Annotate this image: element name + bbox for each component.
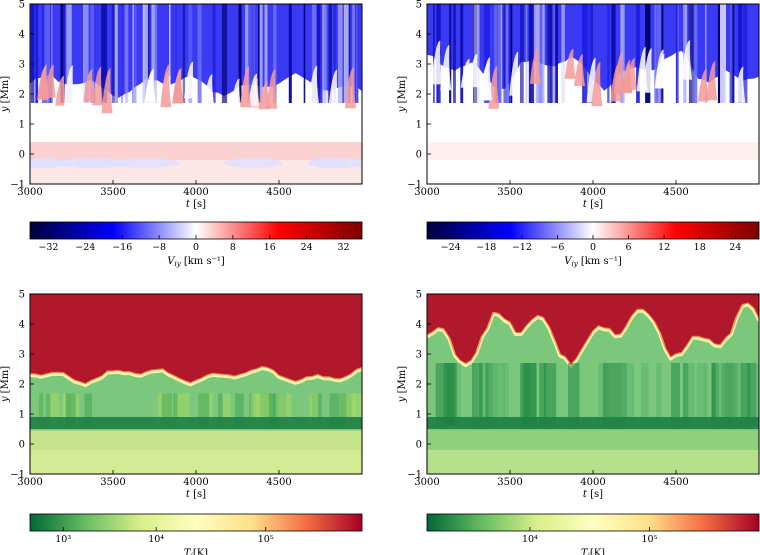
colorbar-tick-label: −16 [112,242,132,253]
y-tick-label: −1 [407,180,422,191]
x-tick-label: 4000 [183,477,208,488]
y-tick-label: 2 [19,380,25,391]
x-axis-label: t [s] [583,199,603,210]
colorbar-tick-label: −24 [75,242,95,253]
y-tick-label: −1 [10,470,25,481]
y-tick-label: 1 [19,120,25,131]
colorbar-tick-label: −32 [38,242,58,253]
y-tick-label: −1 [407,470,422,481]
y-tick-label: 1 [19,410,25,421]
x-axis-label: t [s] [583,489,603,500]
x-tick-label: 4500 [663,187,688,198]
colorbar-tick-label: 8 [230,242,236,253]
y-axis-label: y [Mm] [0,366,11,403]
y-tick-label: 1 [416,410,422,421]
colorbar-tick-label: −18 [476,242,496,253]
x-tick-label: 4000 [580,477,605,488]
x-tick-label: 3500 [100,187,125,198]
colorbar-tick-label: 18 [694,242,706,253]
y-tick-label: 0 [416,150,422,161]
colorbar-tick-label: 10³ [55,534,71,545]
colorbar-label: Ti[K] [184,548,208,555]
chart-panel-1: 3000 3500 4000 4500 −1 0 1 2 3 4 5 t [s] y [Mm] −32 −2… [0,0,363,268]
chart-panel-4: 3000 3500 4000 4500 −1 0 1 2 3 4 5 t [s] y [Mm] 10⁴ 10… [397,290,760,555]
y-tick-label: −1 [10,180,25,191]
x-axis-label: t [s] [186,489,206,500]
y-tick-label: 3 [19,60,25,71]
colorbar-tick-label: −24 [441,242,461,253]
y-tick-label: 5 [19,290,25,301]
colorbar-tick-label: 24 [729,242,741,253]
colorbar [29,513,363,532]
y-axis-label: y [Mm] [397,76,408,113]
colorbar-tick-label: 10⁵ [641,534,657,545]
y-tick-label: 0 [416,440,422,451]
x-tick-label: 4000 [580,187,605,198]
chart-panel-3: 3000 3500 4000 4500 −1 0 1 2 3 4 5 t [s] y [Mm] 10³ 10… [0,290,363,555]
y-axis-label: y [Mm] [0,76,11,113]
colorbar-label: Viy [km s⁻¹] [564,256,622,268]
y-axis-label: y [Mm] [397,366,408,403]
colorbar-label: Viy [km s⁻¹] [167,256,225,268]
colorbar-tick-label: 0 [193,242,199,253]
colorbar-tick-label: −12 [512,242,532,253]
x-tick-label: 3500 [497,477,522,488]
x-tick-label: 4500 [266,477,291,488]
colorbar-tick-label: 10⁴ [148,534,164,545]
colorbar-label: Ti[K] [581,548,605,555]
colorbar-tick-label: 12 [658,242,670,253]
x-axis-label: t [s] [186,199,206,210]
colorbar-tick-label: 0 [590,242,596,253]
colorbar-tick-label: 10⁵ [258,534,274,545]
y-tick-label: 2 [19,90,25,101]
heatmap-field [427,4,759,184]
y-tick-label: 0 [19,150,25,161]
x-tick-label: 4500 [266,187,291,198]
y-tick-label: 3 [416,350,422,361]
y-tick-label: 4 [416,320,422,331]
y-tick-label: 3 [416,60,422,71]
y-tick-label: 1 [416,120,422,131]
y-tick-label: 4 [19,30,25,41]
y-tick-label: 2 [416,380,422,391]
colorbar-tick-label: 24 [301,242,313,253]
y-tick-label: 2 [416,90,422,101]
x-tick-label: 3000 [414,187,439,198]
y-tick-label: 4 [416,30,422,41]
x-tick-label: 4500 [663,477,688,488]
colorbar-tick-label: 32 [338,242,350,253]
y-tick-label: 5 [416,0,422,11]
colorbar-tick-label: 16 [264,242,276,253]
y-tick-label: 0 [19,440,25,451]
y-tick-label: 4 [19,320,25,331]
x-tick-label: 3500 [497,187,522,198]
x-tick-label: 4000 [183,187,208,198]
y-tick-label: 5 [416,290,422,301]
colorbar-tick-label: −8 [152,242,166,253]
colorbar-tick-label: 10⁴ [522,534,538,545]
x-tick-label: 3500 [100,477,125,488]
colorbar-tick-label: 6 [626,242,632,253]
y-tick-label: 5 [19,0,25,11]
heatmap-field [427,294,759,474]
x-tick-label: 3000 [17,187,42,198]
heatmap-field [30,294,362,474]
x-tick-label: 3000 [414,477,439,488]
heatmap-field [30,4,362,184]
y-tick-label: 3 [19,350,25,361]
colorbar-tick-label: −6 [550,242,564,253]
colorbar [426,513,760,532]
x-tick-label: 3000 [17,477,42,488]
